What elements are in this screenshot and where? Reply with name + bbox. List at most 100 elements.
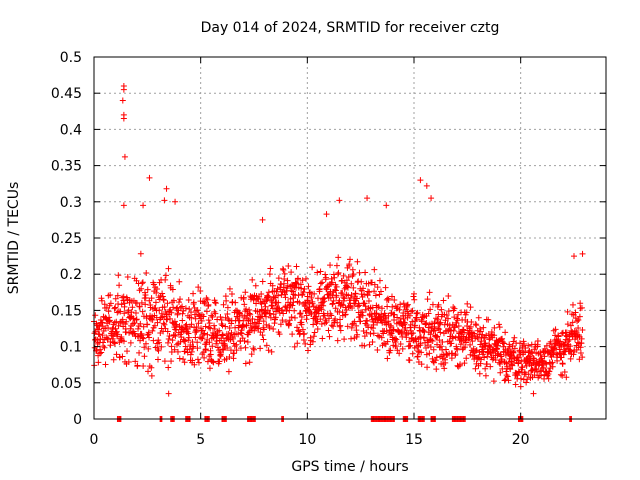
data-point (371, 281, 378, 288)
data-point (99, 319, 106, 326)
data-point (272, 300, 279, 307)
data-point (132, 358, 139, 365)
data-point (354, 303, 361, 310)
data-point (304, 297, 311, 304)
data-point (310, 333, 317, 340)
data-point (576, 313, 583, 320)
data-point (231, 350, 238, 357)
data-point (119, 353, 126, 360)
data-point (181, 359, 188, 366)
data-point (211, 326, 218, 333)
data-point (95, 359, 102, 366)
data-point (207, 351, 214, 358)
data-point (281, 291, 288, 298)
data-point (332, 305, 339, 312)
data-point (139, 308, 146, 315)
data-point (545, 375, 552, 382)
data-point (247, 311, 254, 318)
data-point (461, 360, 468, 367)
data-point (442, 359, 449, 366)
data-point (177, 304, 184, 311)
data-point (455, 311, 462, 318)
y-tick-label: 0.25 (51, 231, 82, 247)
data-point (467, 304, 474, 311)
data-point (504, 363, 511, 370)
data-point (186, 306, 193, 313)
y-tick-label: 0.05 (51, 376, 82, 392)
data-point (521, 340, 528, 347)
data-point (294, 340, 301, 347)
data-point (533, 366, 540, 373)
data-point (212, 310, 219, 317)
data-point-outlier (120, 86, 127, 93)
data-point (251, 346, 257, 353)
data-point (181, 338, 188, 345)
data-point-outlier (530, 390, 537, 397)
data-point (160, 320, 167, 327)
data-point (437, 343, 444, 350)
data-point (91, 330, 98, 337)
data-point (497, 369, 504, 376)
data-point (467, 341, 474, 348)
data-point (337, 322, 344, 329)
data-point (356, 302, 363, 309)
data-point (233, 347, 240, 354)
data-point (472, 321, 479, 328)
data-point (140, 335, 147, 342)
data-point (517, 383, 524, 390)
data-point (183, 325, 190, 332)
data-point (240, 294, 247, 301)
data-point (573, 328, 580, 335)
data-point (483, 361, 490, 368)
data-point (258, 291, 265, 298)
data-point (482, 365, 489, 372)
data-point (327, 262, 334, 269)
data-point (98, 349, 105, 356)
data-point (551, 344, 558, 351)
data-point (325, 291, 332, 298)
data-point (115, 272, 122, 279)
data-point (134, 362, 141, 369)
data-point (503, 372, 510, 379)
data-point (427, 331, 434, 338)
data-point (491, 324, 498, 331)
data-point (124, 348, 131, 355)
data-point (414, 353, 421, 360)
data-point-outlier (579, 250, 586, 257)
data-point (313, 313, 320, 320)
data-point (139, 334, 146, 341)
data-point (531, 372, 538, 379)
data-point (352, 290, 359, 297)
data-point (162, 272, 169, 279)
data-point (168, 343, 175, 350)
data-point (222, 323, 229, 330)
data-point (269, 282, 276, 289)
data-point (332, 287, 339, 294)
data-point (188, 314, 195, 321)
data-point (477, 360, 484, 367)
data-point (263, 321, 270, 328)
data-point (401, 319, 408, 326)
data-point (301, 330, 308, 337)
data-point (554, 357, 561, 364)
data-point (429, 337, 436, 344)
data-point (374, 347, 381, 354)
data-point (144, 321, 151, 328)
data-point (377, 288, 384, 295)
data-point (195, 359, 202, 366)
data-point (316, 286, 323, 293)
data-point (399, 345, 406, 352)
data-point (287, 295, 294, 302)
data-point (311, 290, 318, 297)
data-point (534, 338, 541, 345)
data-point (99, 332, 106, 339)
data-point (165, 335, 172, 342)
data-point-outlier (163, 185, 170, 192)
data-point (507, 366, 514, 373)
data-point (200, 313, 207, 320)
data-point (438, 306, 445, 313)
data-point (180, 307, 187, 314)
data-point (351, 318, 358, 325)
data-point (493, 345, 500, 352)
data-point (414, 309, 421, 316)
